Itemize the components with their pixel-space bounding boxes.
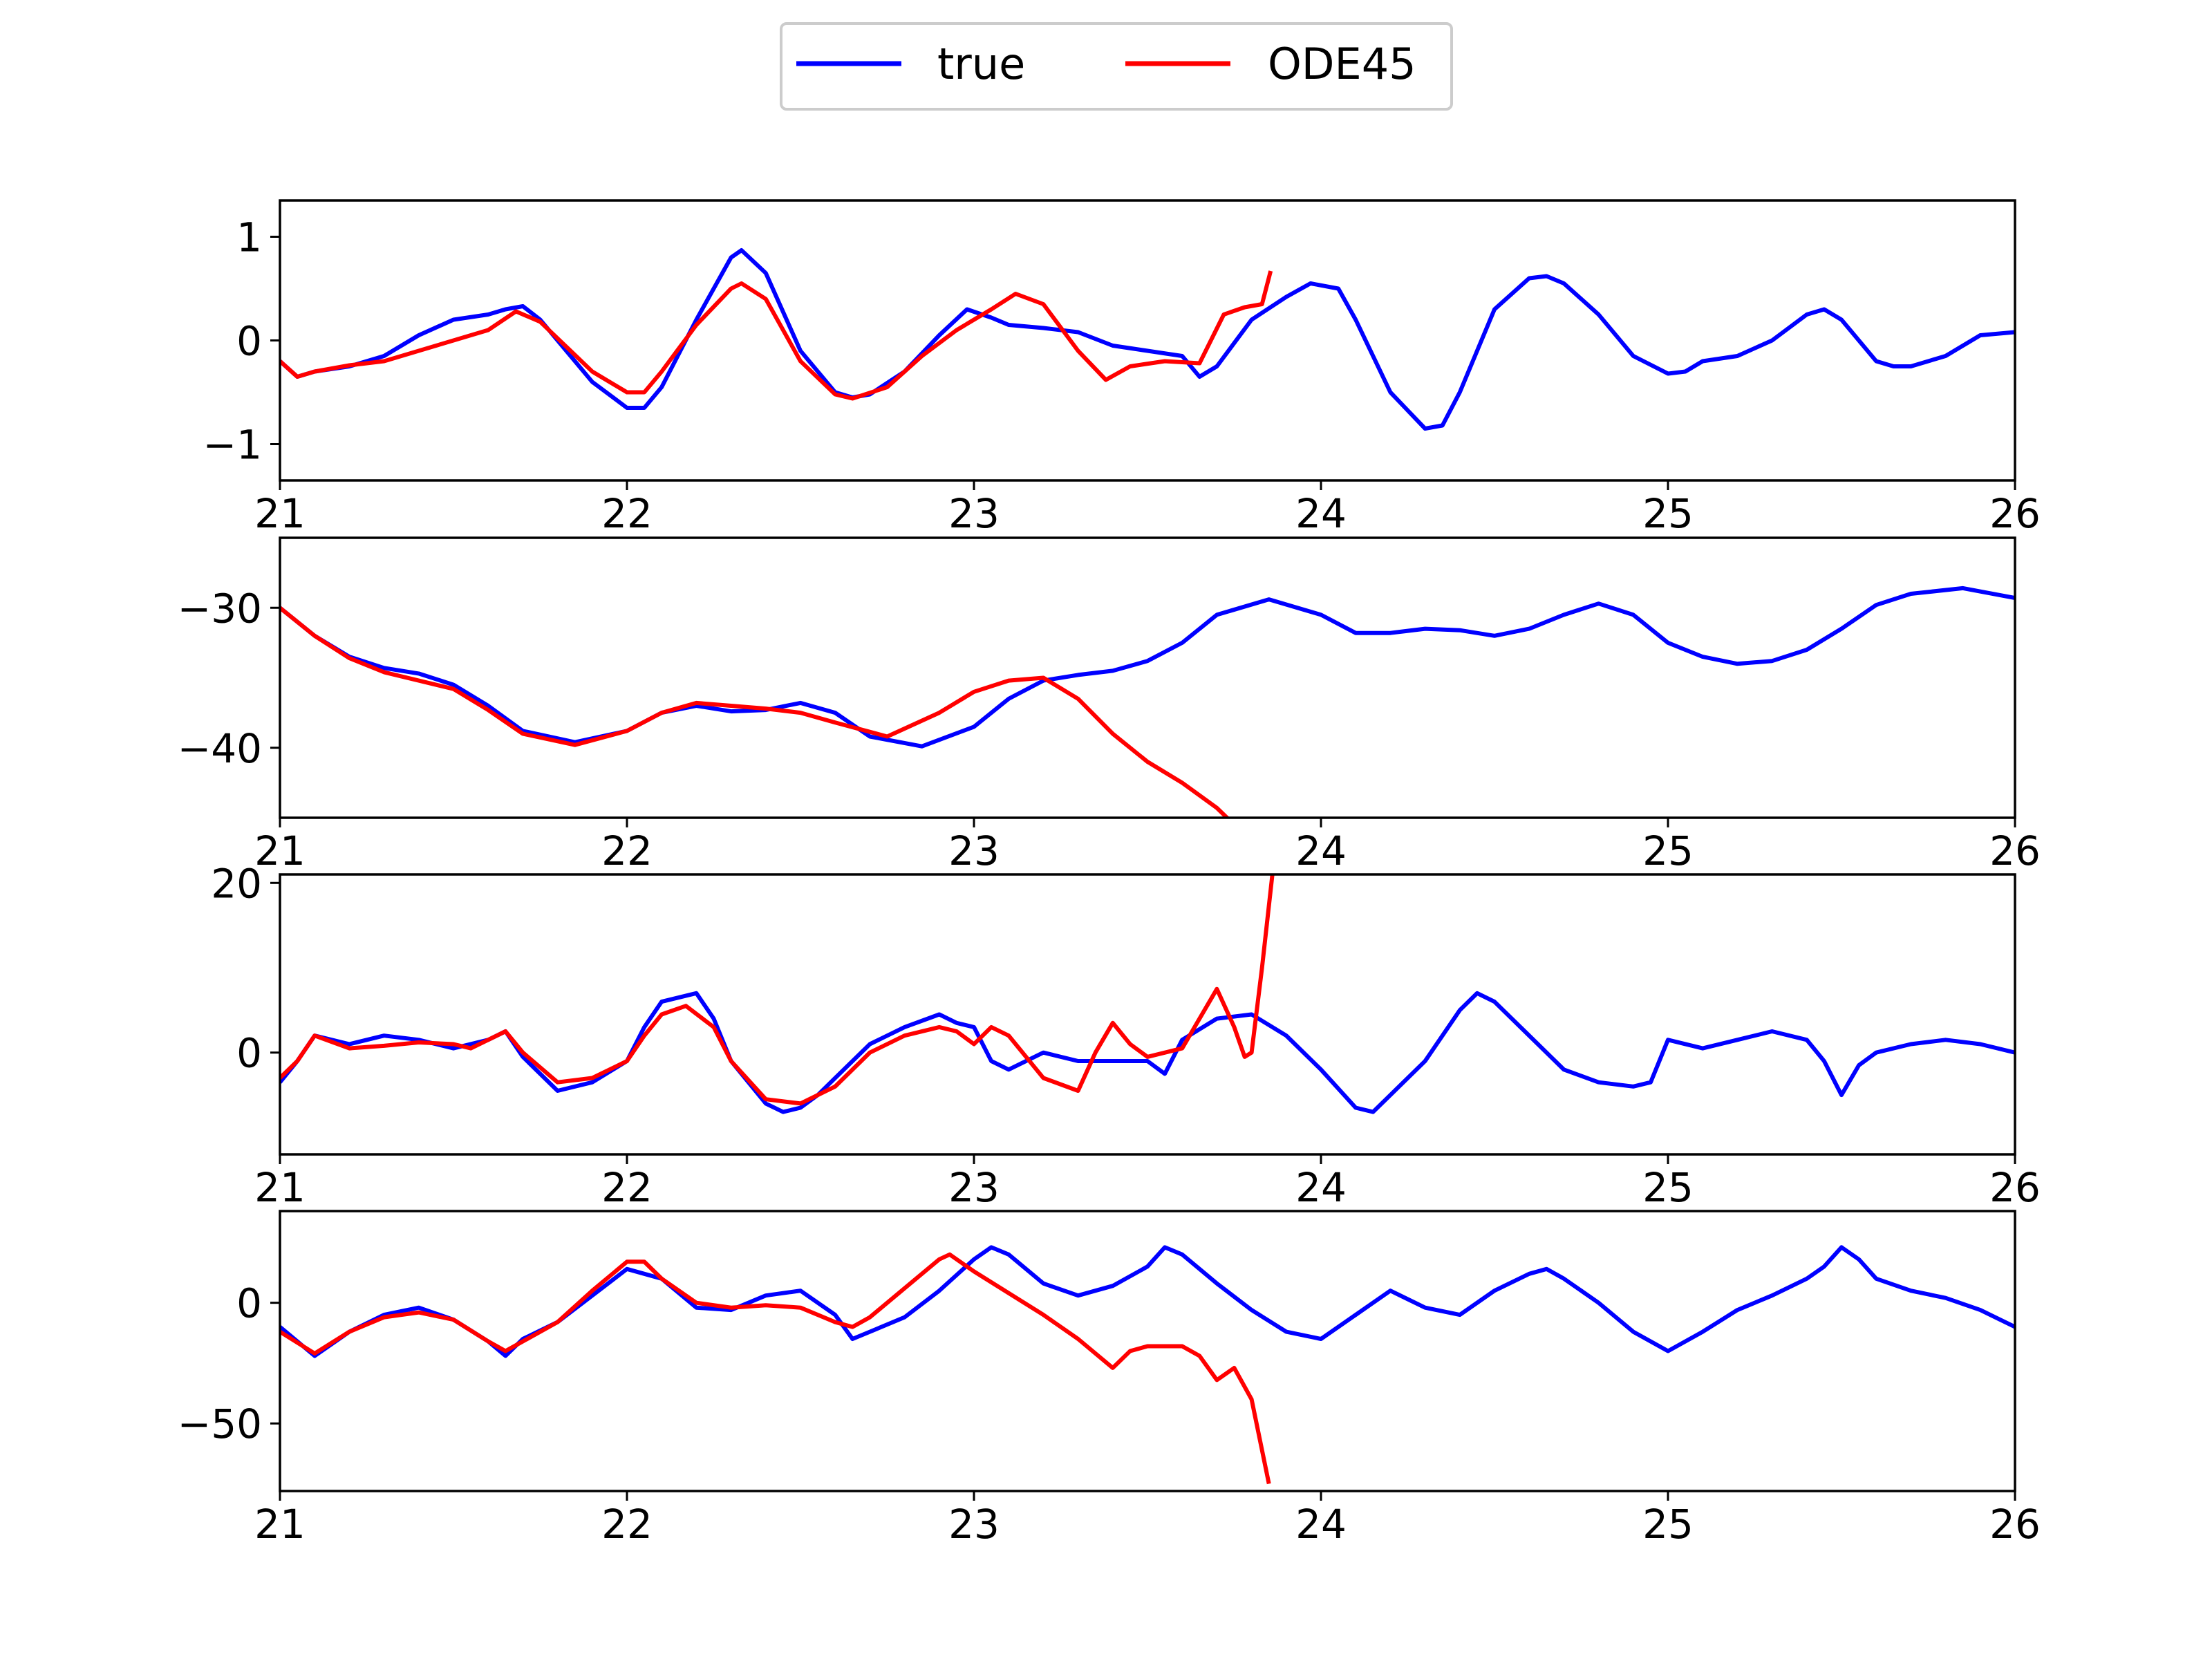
series-true-2 <box>280 585 2015 749</box>
y-tick-label-1: 0 <box>236 318 262 365</box>
plot-area-2 <box>280 538 2015 818</box>
x-tick-label-3-22: 22 <box>601 1164 653 1211</box>
y-tick-label-1: −1 <box>203 422 263 469</box>
x-tick-label-1-21: 21 <box>254 490 306 537</box>
series-ode45-3 <box>280 874 1275 1106</box>
y-tick-label-4: −50 <box>178 1400 262 1447</box>
x-tick-label-4-26: 26 <box>1989 1501 2041 1548</box>
y-tick-label-2: −40 <box>178 725 262 772</box>
plot-area-3 <box>280 874 2015 1154</box>
subplot-1: 21 22 23 24 25 26 1 0 −1 <box>203 199 2041 537</box>
x-tick-label-2-22: 22 <box>601 827 653 874</box>
x-tick-label-2-25: 25 <box>1642 827 1694 874</box>
series-true-3 <box>280 991 2015 1114</box>
x-tick-label-3-23: 23 <box>948 1164 1000 1211</box>
x-tick-label-4-23: 23 <box>948 1501 1000 1548</box>
y-tick-label-2: −30 <box>178 585 262 632</box>
axes-frame-1 <box>279 199 2016 482</box>
x-tick-label-3-25: 25 <box>1642 1164 1694 1211</box>
x-tick-label-4-21: 21 <box>254 1501 306 1548</box>
x-tick-label-3-24: 24 <box>1295 1164 1347 1211</box>
legend: true ODE45 <box>780 22 1453 111</box>
plot-area-1 <box>280 200 2015 480</box>
legend-label-true: true <box>937 39 1025 89</box>
subplot-2: 21 22 23 24 25 26 −30 −40 <box>178 536 2041 874</box>
series-ode45-2 <box>280 606 1230 818</box>
x-tick-label-1-26: 26 <box>1989 490 2041 537</box>
x-tick-label-2-21: 21 <box>254 827 306 874</box>
axes-frame-2 <box>279 536 2016 819</box>
x-tick-label-2-24: 24 <box>1295 827 1347 874</box>
x-tick-label-2-23: 23 <box>948 827 1000 874</box>
x-tick-label-4-22: 22 <box>601 1501 653 1548</box>
subplots: 21 22 23 24 25 26 1 0 −1 21 22 23 24 25 26 −30 −40 21 22 23… <box>178 199 2041 1548</box>
series-ode45-4 <box>280 1252 1271 1485</box>
axes-frame-4 <box>279 1210 2016 1492</box>
subplot-4: 21 22 23 24 25 26 0 −50 <box>178 1210 2041 1548</box>
x-tick-label-3-21: 21 <box>254 1164 306 1211</box>
x-tick-label-1-23: 23 <box>948 490 1000 537</box>
axes-frame-3 <box>279 873 2016 1156</box>
plot-area-4 <box>280 1211 2015 1491</box>
legend-label-ode45: ODE45 <box>1268 39 1416 89</box>
series-ode45-1 <box>280 270 1273 401</box>
y-tick-label-3: 0 <box>236 1030 262 1077</box>
y-tick-label-3: 20 <box>211 860 262 907</box>
x-tick-label-3-26: 26 <box>1989 1164 2041 1211</box>
y-tick-label-4: 0 <box>236 1280 262 1327</box>
x-tick-label-1-22: 22 <box>601 490 653 537</box>
x-tick-label-1-25: 25 <box>1642 490 1694 537</box>
x-tick-label-4-25: 25 <box>1642 1501 1694 1548</box>
x-tick-label-2-26: 26 <box>1989 827 2041 874</box>
subplot-3: 21 22 23 24 25 26 20 0 <box>211 860 2041 1211</box>
x-tick-label-1-24: 24 <box>1295 490 1347 537</box>
y-tick-label-1: 1 <box>236 214 262 261</box>
legend-frame <box>780 22 1453 111</box>
x-tick-label-4-24: 24 <box>1295 1501 1347 1548</box>
